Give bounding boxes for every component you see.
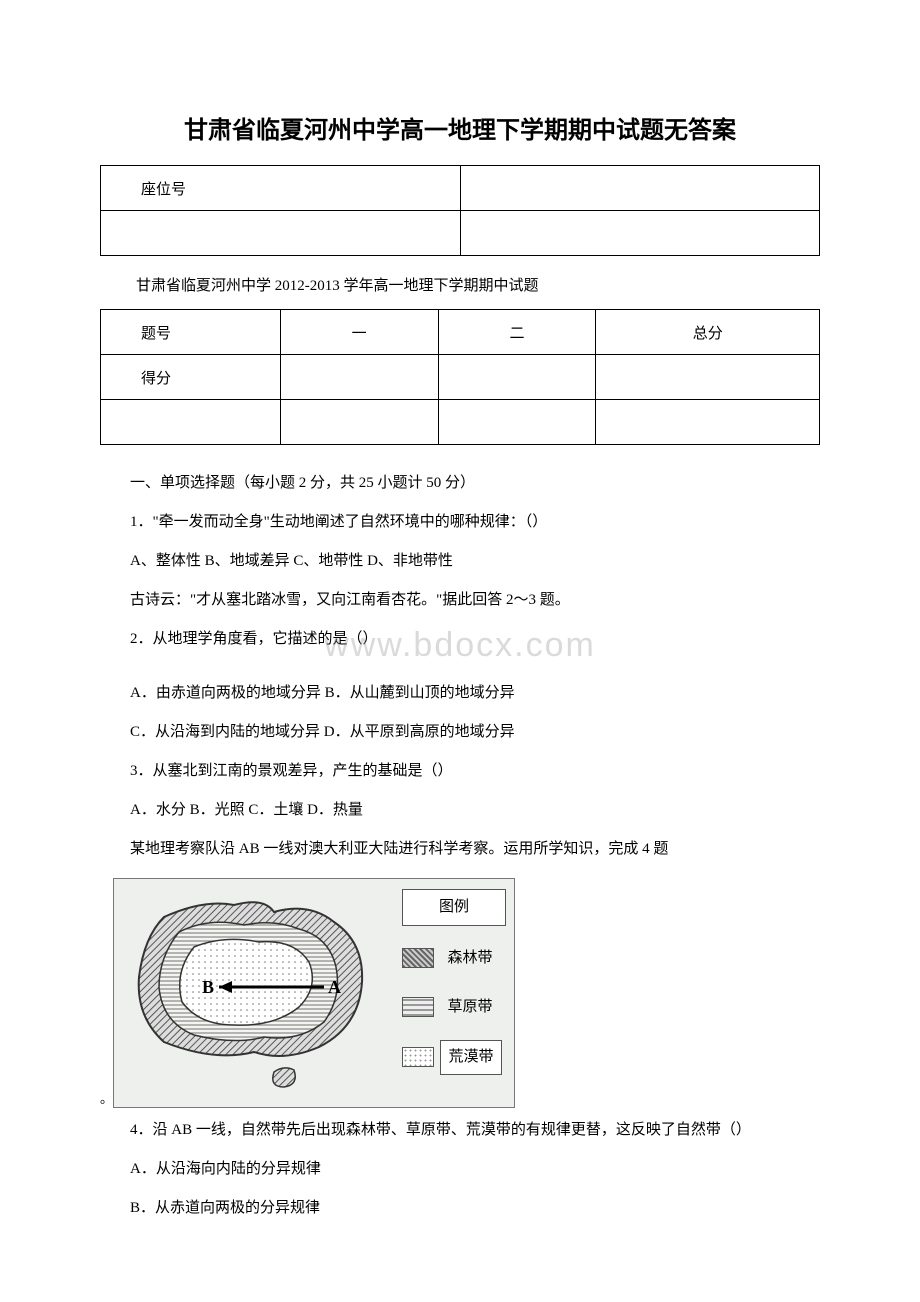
score-header-2: 二	[438, 310, 596, 355]
subtitle: 甘肃省临夏河州中学 2012-2013 学年高一地理下学期期中试题	[136, 274, 820, 295]
exam-document: 甘肃省临夏河州中学高一地理下学期期中试题无答案 座位号 甘肃省临夏河州中学 20…	[0, 0, 920, 1271]
page-title: 甘肃省临夏河州中学高一地理下学期期中试题无答案	[100, 110, 820, 145]
legend-row-forest: 森林带	[402, 942, 506, 975]
seat-value-cell	[460, 166, 820, 211]
question-2: 2．从地理学角度看，它描述的是（）	[100, 623, 820, 656]
desert-swatch-icon	[402, 1047, 434, 1067]
score-header-1: 一	[280, 310, 438, 355]
score-header-0: 题号	[101, 310, 281, 355]
question-3: 3．从塞北到江南的景观差异，产生的基础是（）	[100, 755, 820, 788]
score-cell	[280, 355, 438, 400]
grass-swatch-icon	[402, 997, 434, 1017]
body-content: 一、单项选择题（每小题 2 分，共 25 小题计 50 分） 1．"牵一发而动全…	[100, 467, 820, 1225]
question-1: 1．"牵一发而动全身"生动地阐述了自然环境中的哪种规律：（）	[100, 506, 820, 539]
legend-desert-label: 荒漠带	[440, 1040, 502, 1075]
question-3-choices: A．水分 B．光照 C．土壤 D．热量	[100, 794, 820, 827]
legend-title: 图例	[402, 889, 506, 926]
score-cell	[101, 400, 281, 445]
legend-grass-label: 草原带	[440, 991, 500, 1024]
australia-outline-icon: A B	[124, 887, 384, 1097]
score-cell	[438, 355, 596, 400]
score-cell	[596, 400, 820, 445]
score-cell	[596, 355, 820, 400]
legend-row-grass: 草原带	[402, 991, 506, 1024]
score-row-label: 得分	[101, 355, 281, 400]
question-4-b: B．从赤道向两极的分异规律	[100, 1192, 820, 1225]
map-intro: 某地理考察队沿 AB 一线对澳大利亚大陆进行科学考察。运用所学知识，完成 4 题	[100, 833, 820, 866]
score-cell	[438, 400, 596, 445]
question-4: 4．沿 AB 一线，自然带先后出现森林带、草原带、荒漠带的有规律更替，这反映了自…	[100, 1114, 820, 1147]
section-header: 一、单项选择题（每小题 2 分，共 25 小题计 50 分）	[100, 467, 820, 500]
question-2-cd: C．从沿海到内陆的地域分异 D．从平原到高原的地域分异	[100, 716, 820, 749]
table-row: 得分	[101, 355, 820, 400]
svg-text:A: A	[328, 977, 341, 997]
svg-text:B: B	[202, 977, 214, 997]
poem-intro: 古诗云："才从塞北踏冰雪，又向江南看杏花。"据此回答 2～3 题。	[100, 584, 820, 617]
forest-swatch-icon	[402, 948, 434, 968]
figure-row: 。	[100, 872, 820, 1114]
map-legend: 图例 森林带 草原带 荒漠带	[402, 889, 506, 1091]
australia-map: A B 图例 森林带 草原带 荒漠带	[113, 878, 515, 1108]
table-row	[101, 400, 820, 445]
question-1-choices: A、整体性 B、地域差异 C、地带性 D、非地带性	[100, 545, 820, 578]
question-4-a: A．从沿海向内陆的分异规律	[100, 1153, 820, 1186]
legend-row-desert: 荒漠带	[402, 1040, 506, 1075]
seat-empty-cell-1	[101, 211, 461, 256]
score-cell	[280, 400, 438, 445]
seat-table: 座位号	[100, 165, 820, 256]
seat-empty-cell-2	[460, 211, 820, 256]
legend-forest-label: 森林带	[440, 942, 500, 975]
question-2-ab: A．由赤道向两极的地域分异 B．从山麓到山顶的地域分异	[100, 677, 820, 710]
score-table: 题号 一 二 总分 得分	[100, 309, 820, 445]
score-header-3: 总分	[596, 310, 820, 355]
period-marker: 。	[100, 1085, 113, 1114]
table-row: 题号 一 二 总分	[101, 310, 820, 355]
seat-label-cell: 座位号	[101, 166, 461, 211]
